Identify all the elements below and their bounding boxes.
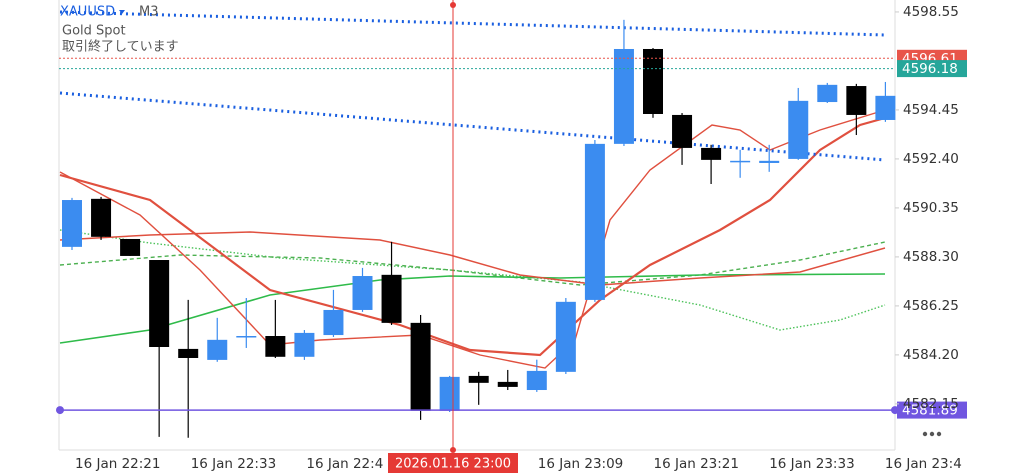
- candle-body: [207, 339, 228, 360]
- price-label-box: [897, 401, 967, 419]
- ma-red: [59, 116, 886, 357]
- menu-dot[interactable]: [929, 431, 935, 437]
- candles: [62, 19, 896, 438]
- candle-body: [410, 322, 431, 411]
- candle-body: [178, 348, 199, 358]
- candle-body: [149, 260, 170, 347]
- y-tick-label: 4590.35: [903, 200, 959, 216]
- candle-body: [730, 160, 751, 163]
- candle-body: [120, 238, 141, 256]
- candle-body: [381, 274, 402, 323]
- y-tick-label: 4592.40: [903, 151, 959, 167]
- menu-dot[interactable]: [922, 431, 928, 437]
- candle-body: [701, 147, 722, 160]
- crosshair-label: 2026.01.16 23:00: [395, 457, 511, 472]
- x-tick-label: 16 Jan 22:21: [75, 456, 160, 472]
- candle-body: [875, 95, 896, 120]
- candle-body: [672, 114, 693, 148]
- candle-body: [352, 276, 373, 310]
- candle-body: [526, 370, 547, 391]
- candle-body: [294, 332, 315, 357]
- timeframe[interactable]: M3: [139, 5, 159, 20]
- y-tick-label: 4582.15: [903, 396, 959, 412]
- y-tick-label: 4598.55: [903, 4, 959, 20]
- x-tick-label: 16 Jan 23:21: [654, 456, 739, 472]
- crosshair-label-box: [388, 453, 518, 473]
- subtitle: Gold Spot: [62, 24, 126, 39]
- candle-body: [613, 48, 634, 144]
- candle-body: [643, 48, 663, 114]
- crosshair-handle: [450, 447, 456, 453]
- status: 取引終了しています: [62, 39, 179, 55]
- candle-body: [846, 86, 867, 115]
- symbol[interactable]: XAUUSD: [60, 5, 115, 20]
- candle-body: [236, 336, 257, 338]
- x-tick-label: 16 Jan 22:4: [306, 456, 383, 472]
- candle-body: [323, 309, 344, 336]
- indicators: [59, 10, 886, 369]
- dropdown-icon[interactable]: [119, 10, 125, 14]
- price-label: 4596.18: [902, 61, 958, 77]
- x-tick-label: 16 Jan 23:4: [885, 456, 962, 472]
- candle-body: [584, 143, 605, 300]
- price-label-box: [897, 60, 967, 78]
- y-tick-label: 4584.20: [903, 347, 959, 363]
- candle-body: [439, 376, 460, 411]
- axes: 4598.55 4594.45 4592.40 4590.35 4588.30 4586.…: [75, 4, 962, 472]
- x-tick-label: 16 Jan 23:09: [538, 456, 623, 472]
- crosshair-handle: [450, 2, 456, 8]
- candle-body: [817, 84, 838, 103]
- more-menu[interactable]: [922, 431, 942, 437]
- candle-body: [265, 336, 286, 357]
- y-tick-label: 4588.30: [903, 249, 959, 265]
- candle-body: [497, 381, 518, 387]
- x-tick-label: 16 Jan 23:33: [769, 456, 854, 472]
- candle-body: [62, 200, 82, 247]
- menu-dot[interactable]: [936, 431, 942, 437]
- candle-body: [555, 301, 576, 372]
- price-label: 4581.89: [902, 403, 958, 419]
- ma-red-slow: [59, 231, 886, 286]
- candle-body: [91, 198, 112, 237]
- y-tick-label: 4594.45: [903, 102, 959, 118]
- x-tick-label: 16 Jan 22:33: [191, 456, 276, 472]
- ma-green: [59, 273, 886, 344]
- y-tick-label: 4586.25: [903, 298, 959, 314]
- candle-body: [468, 375, 489, 383]
- candle-body: [788, 100, 809, 159]
- candle-body: [759, 160, 780, 163]
- line-handle[interactable]: [56, 406, 64, 415]
